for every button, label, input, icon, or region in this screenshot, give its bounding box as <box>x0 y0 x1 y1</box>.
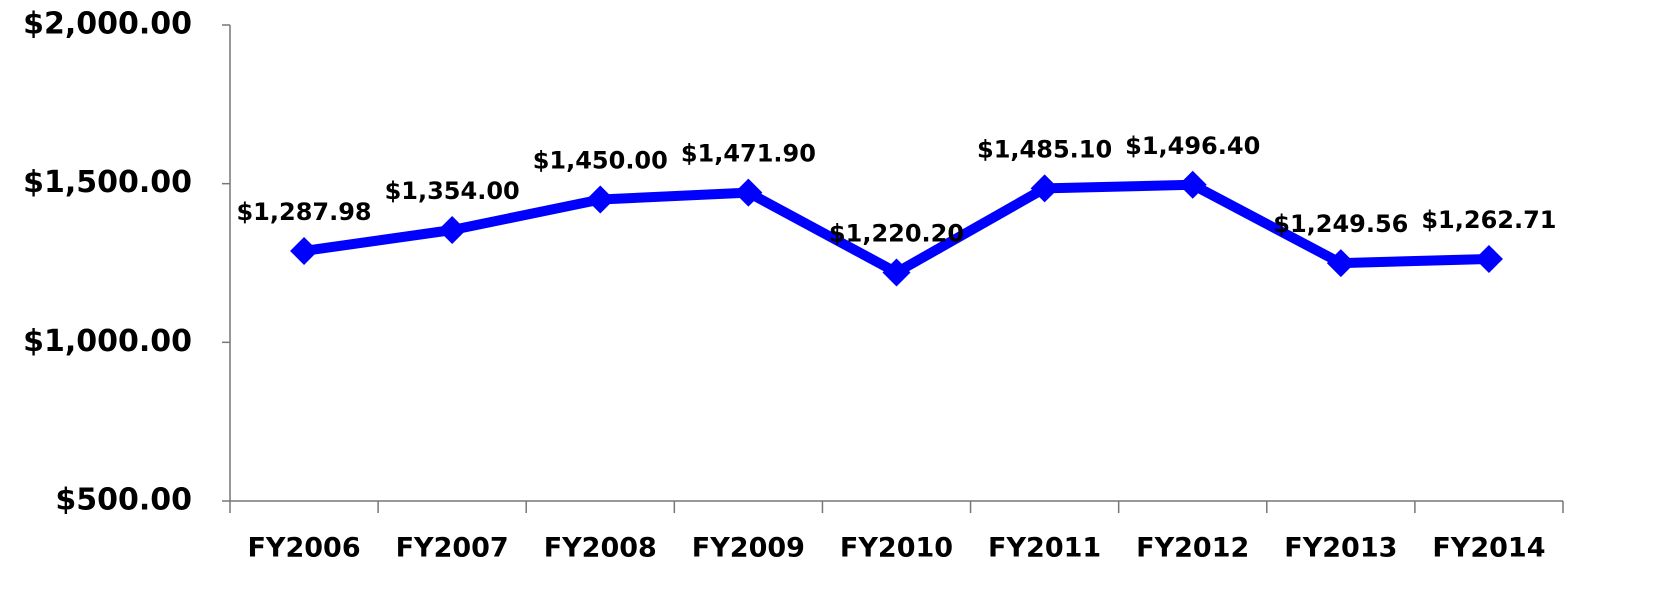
x-tick-label: FY2011 <box>988 533 1101 564</box>
data-label: $1,471.90 <box>681 140 816 168</box>
data-label: $1,287.98 <box>236 198 371 226</box>
data-label: $1,354.00 <box>385 177 520 205</box>
x-tick-label: FY2007 <box>396 533 509 564</box>
y-tick-label: $500.00 <box>55 483 192 518</box>
data-label: $1,262.71 <box>1421 206 1556 234</box>
data-label: $1,249.56 <box>1273 210 1408 238</box>
data-label: $1,450.00 <box>533 147 668 175</box>
data-label: $1,496.40 <box>1125 132 1260 160</box>
y-tick-label: $2,000.00 <box>23 7 192 42</box>
x-tick-label: FY2009 <box>692 533 805 564</box>
x-tick-label: FY2012 <box>1136 533 1249 564</box>
x-tick-label: FY2014 <box>1432 533 1545 564</box>
x-tick-label: FY2006 <box>247 533 360 564</box>
marker <box>438 215 467 244</box>
marker <box>882 258 911 287</box>
marker <box>1030 174 1059 203</box>
marker <box>1178 170 1207 199</box>
marker <box>586 185 615 214</box>
marker <box>1326 249 1355 278</box>
marker <box>734 178 763 207</box>
x-tick-label: FY2010 <box>840 533 953 564</box>
data-label: $1,220.20 <box>829 219 964 247</box>
data-label: $1,485.10 <box>977 135 1112 163</box>
marker <box>290 236 319 265</box>
x-tick-label: FY2013 <box>1284 533 1397 564</box>
y-tick-label: $1,000.00 <box>23 324 192 359</box>
marker <box>1474 244 1503 273</box>
x-tick-label: FY2008 <box>544 533 657 564</box>
y-tick-label: $1,500.00 <box>23 165 192 200</box>
